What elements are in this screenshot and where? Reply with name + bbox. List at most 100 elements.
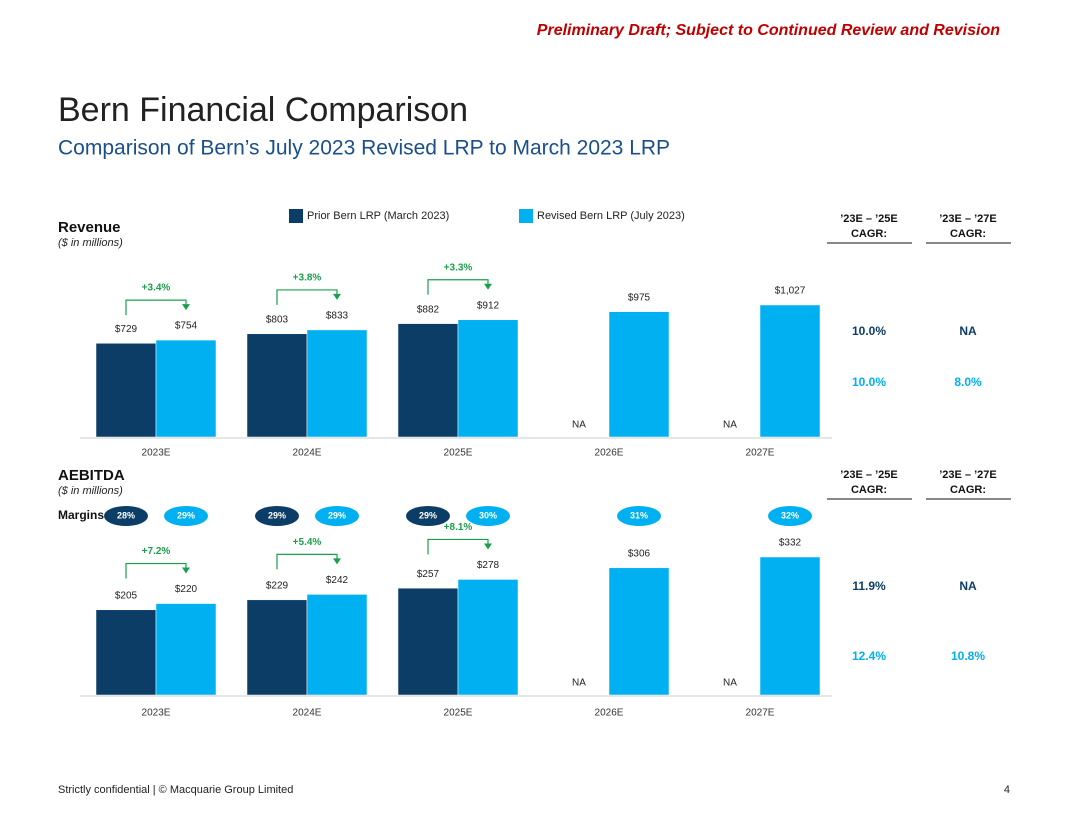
value-label: $754 (175, 321, 198, 332)
x-tick-label: 2026E (595, 448, 624, 459)
growth-label: +5.4% (293, 537, 322, 548)
bar (397, 323, 459, 438)
cagr-header: ’23E – ’25E (840, 213, 898, 225)
growth-bracket (125, 562, 187, 579)
footer-text: Strictly confidential | © Macquarie Grou… (58, 784, 293, 796)
bar (155, 603, 217, 696)
value-label: $729 (115, 324, 138, 335)
value-label: $975 (628, 292, 651, 303)
bar (246, 333, 308, 438)
growth-arrow (182, 304, 190, 311)
value-label: NA (723, 678, 737, 689)
cagr-header: CAGR: (950, 484, 986, 496)
margin-badge (315, 506, 359, 526)
margin-badge (164, 506, 208, 526)
x-tick-label: 2027E (746, 448, 775, 459)
growth-bracket (125, 299, 187, 316)
value-label: $220 (175, 584, 198, 595)
cagr-value: 10.0% (852, 375, 886, 389)
cagr-value: 8.0% (954, 375, 982, 389)
legend-label: Revised Bern LRP (July 2023) (537, 210, 685, 222)
bar (95, 343, 157, 438)
growth-label: +7.2% (142, 546, 171, 557)
x-tick-label: 2025E (444, 448, 473, 459)
value-label: $912 (477, 300, 500, 311)
bar (608, 311, 670, 438)
cagr-header: ’23E – ’27E (939, 469, 997, 481)
bar (306, 329, 368, 438)
growth-arrow (484, 543, 492, 550)
margin-label: 29% (268, 510, 286, 520)
x-tick-label: 2023E (142, 708, 171, 719)
bar (397, 587, 459, 696)
growth-arrow (333, 293, 341, 300)
bar (95, 609, 157, 696)
growth-label: +3.3% (444, 262, 473, 273)
slide-subtitle: Comparison of Bern’s July 2023 Revised L… (58, 137, 670, 160)
value-label: $833 (326, 311, 349, 322)
value-label: $278 (477, 560, 500, 571)
page-number: 4 (1004, 784, 1010, 796)
cagr-header: ’23E – ’27E (939, 213, 997, 225)
bar (759, 304, 821, 438)
cagr-value: NA (959, 579, 977, 593)
x-tick-label: 2024E (293, 448, 322, 459)
margin-badge (617, 506, 661, 526)
growth-bracket (427, 538, 489, 555)
growth-bracket (427, 279, 489, 295)
growth-bracket (276, 553, 338, 570)
chart-subtitle: ($ in millions) (58, 485, 123, 497)
growth-arrow (484, 283, 492, 290)
value-label: NA (723, 420, 737, 431)
chart-title: Revenue (58, 219, 121, 236)
value-label: NA (572, 678, 586, 689)
growth-bracket (276, 289, 338, 305)
value-label: $882 (417, 304, 440, 315)
legend-label: Prior Bern LRP (March 2023) (307, 210, 449, 222)
chart-title: AEBITDA (58, 467, 125, 484)
cagr-value: 12.4% (852, 649, 886, 663)
growth-arrow (182, 567, 190, 574)
growth-label: +3.8% (293, 273, 322, 284)
margin-badge (255, 506, 299, 526)
bar (246, 599, 308, 696)
margin-badge (104, 506, 148, 526)
legend-swatch (289, 209, 303, 223)
margin-label: 30% (479, 510, 497, 520)
value-label: $803 (266, 314, 289, 325)
growth-label: +3.4% (142, 283, 171, 294)
margin-label: 29% (328, 510, 346, 520)
margin-label: 29% (419, 510, 437, 520)
bar (306, 594, 368, 696)
legend-swatch (519, 209, 533, 223)
growth-label: +8.1% (444, 522, 473, 533)
chart-subtitle: ($ in millions) (58, 237, 123, 249)
value-label: $229 (266, 580, 289, 591)
cagr-value: 10.0% (852, 324, 886, 338)
growth-arrow (333, 558, 341, 565)
cagr-header: CAGR: (851, 228, 887, 240)
margin-badge (466, 506, 510, 526)
bar (155, 339, 217, 438)
x-tick-label: 2024E (293, 708, 322, 719)
draft-notice: Preliminary Draft; Subject to Continued … (537, 22, 1000, 39)
margin-badge (406, 506, 450, 526)
margin-label: 32% (781, 510, 799, 520)
x-tick-label: 2025E (444, 708, 473, 719)
cagr-header: ’23E – ’25E (840, 469, 898, 481)
cagr-header: CAGR: (851, 484, 887, 496)
margin-label: 29% (177, 510, 195, 520)
bar (457, 319, 519, 438)
margin-badge (768, 506, 812, 526)
value-label: $205 (115, 590, 138, 601)
bar (608, 567, 670, 696)
value-label: $257 (417, 569, 440, 580)
bar (759, 556, 821, 696)
x-tick-label: 2023E (142, 448, 171, 459)
value-label: $306 (628, 548, 651, 559)
value-label: $1,027 (775, 286, 806, 297)
cagr-header: CAGR: (950, 228, 986, 240)
cagr-value: NA (959, 324, 977, 338)
margin-label: 28% (117, 510, 135, 520)
